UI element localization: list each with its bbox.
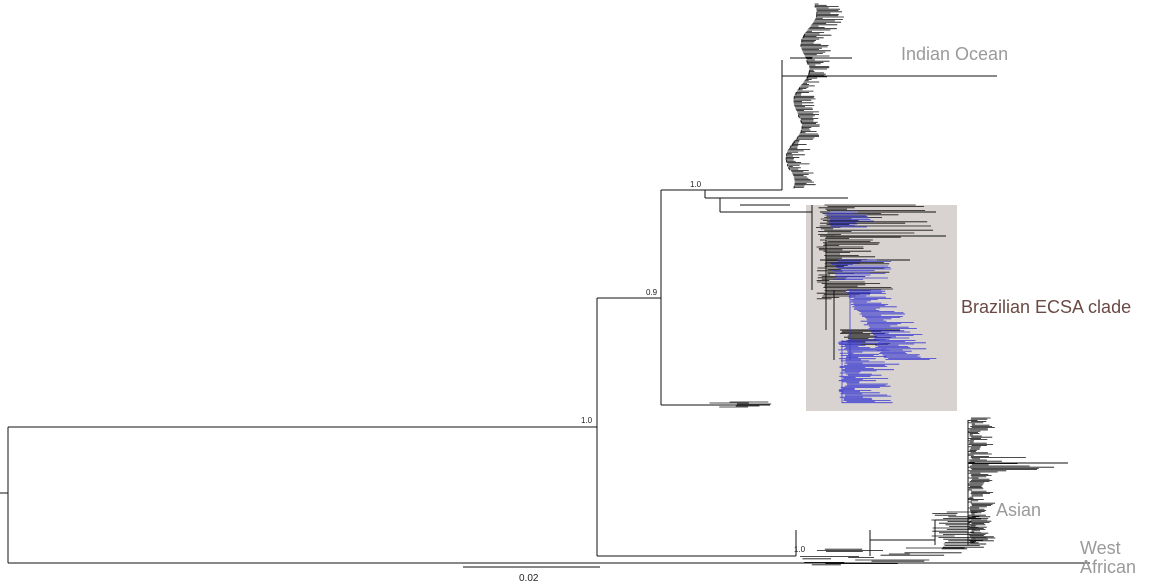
clade-label-west-african: West African — [1080, 539, 1136, 577]
brazilian-terminal-branches — [824, 211, 937, 404]
clade-label-brazilian-ecsa: Brazilian ECSA clade — [961, 297, 1132, 317]
support-west-african-node: 1.0 — [794, 545, 806, 554]
support-root-node: 1.0 — [581, 416, 593, 425]
scale-bar-label: 0.02 — [519, 573, 539, 584]
clade-label-indian-ocean: Indian Ocean — [901, 44, 1009, 64]
clade-label-west: West — [1080, 538, 1121, 558]
clade-label-asian: Asian — [996, 500, 1042, 520]
brazilian-clade-highlight — [806, 205, 957, 411]
clade-label-african: African — [1080, 557, 1137, 577]
support-ecsa-io-node: 0.9 — [646, 288, 658, 297]
support-indian-ocean-node: 1.0 — [690, 180, 702, 189]
